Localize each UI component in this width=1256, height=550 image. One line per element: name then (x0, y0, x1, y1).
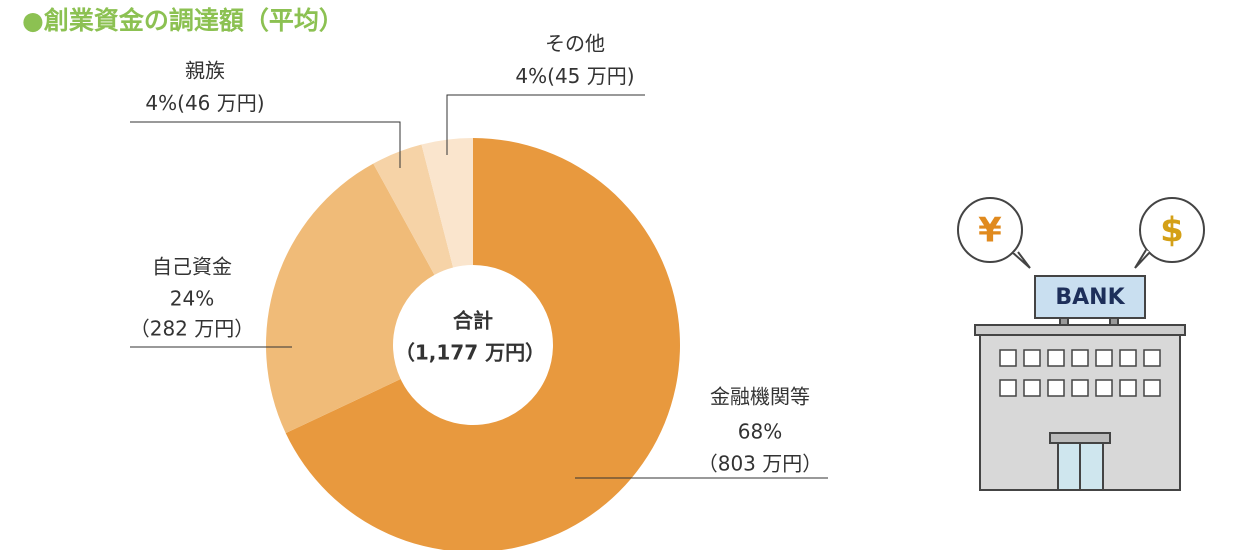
amount-label: （282 万円） (130, 317, 255, 341)
window (1047, 379, 1065, 397)
yen-sign: ¥ (978, 211, 1002, 251)
window (1047, 349, 1065, 367)
slice (285, 138, 680, 550)
window (1023, 379, 1041, 397)
sign (1034, 275, 1146, 319)
window (1095, 349, 1113, 367)
amount-label: (46 万円) (177, 91, 264, 115)
bubble-tail (1011, 251, 1031, 269)
value-label: 24% (170, 287, 214, 311)
value-label: 4% (515, 64, 547, 88)
window (1023, 349, 1041, 367)
canopy (1049, 432, 1111, 444)
category-label: 親族 (185, 59, 225, 83)
donut (266, 138, 680, 550)
slice (266, 163, 435, 434)
center-title: 合計 (453, 309, 493, 333)
window (1119, 379, 1137, 397)
window (999, 379, 1017, 397)
category-label: 金融機関等 (710, 385, 810, 409)
roof (974, 324, 1186, 336)
window (999, 349, 1017, 367)
center-total: （1,177 万円） (395, 341, 545, 365)
amount-label: (45 万円) (547, 64, 634, 88)
value-amount-label: 4%(46 万円) (145, 91, 264, 115)
window (1143, 379, 1161, 397)
bubble (1139, 197, 1205, 263)
bubble-tail (1134, 249, 1151, 269)
window (1143, 349, 1161, 367)
slice (373, 144, 454, 275)
window (1071, 379, 1089, 397)
bank-sign: BANK (1055, 285, 1125, 310)
value-amount-label: 4%(45 万円) (515, 64, 634, 88)
bubble (957, 197, 1023, 263)
window (1095, 379, 1113, 397)
chart-title: ●創業資金の調達額（平均） (22, 6, 344, 35)
bank-illustration (957, 197, 1205, 491)
slice (421, 138, 473, 268)
window (1119, 349, 1137, 367)
category-label: 自己資金 (152, 255, 232, 279)
value-label: 4% (145, 91, 177, 115)
dollar-sign: $ (1160, 211, 1184, 251)
amount-label: （803 万円） (698, 452, 823, 476)
category-label: その他 (545, 32, 605, 56)
leader-line (446, 94, 645, 155)
leader-line (130, 121, 401, 168)
value-label: 68% (738, 420, 782, 444)
window (1071, 349, 1089, 367)
